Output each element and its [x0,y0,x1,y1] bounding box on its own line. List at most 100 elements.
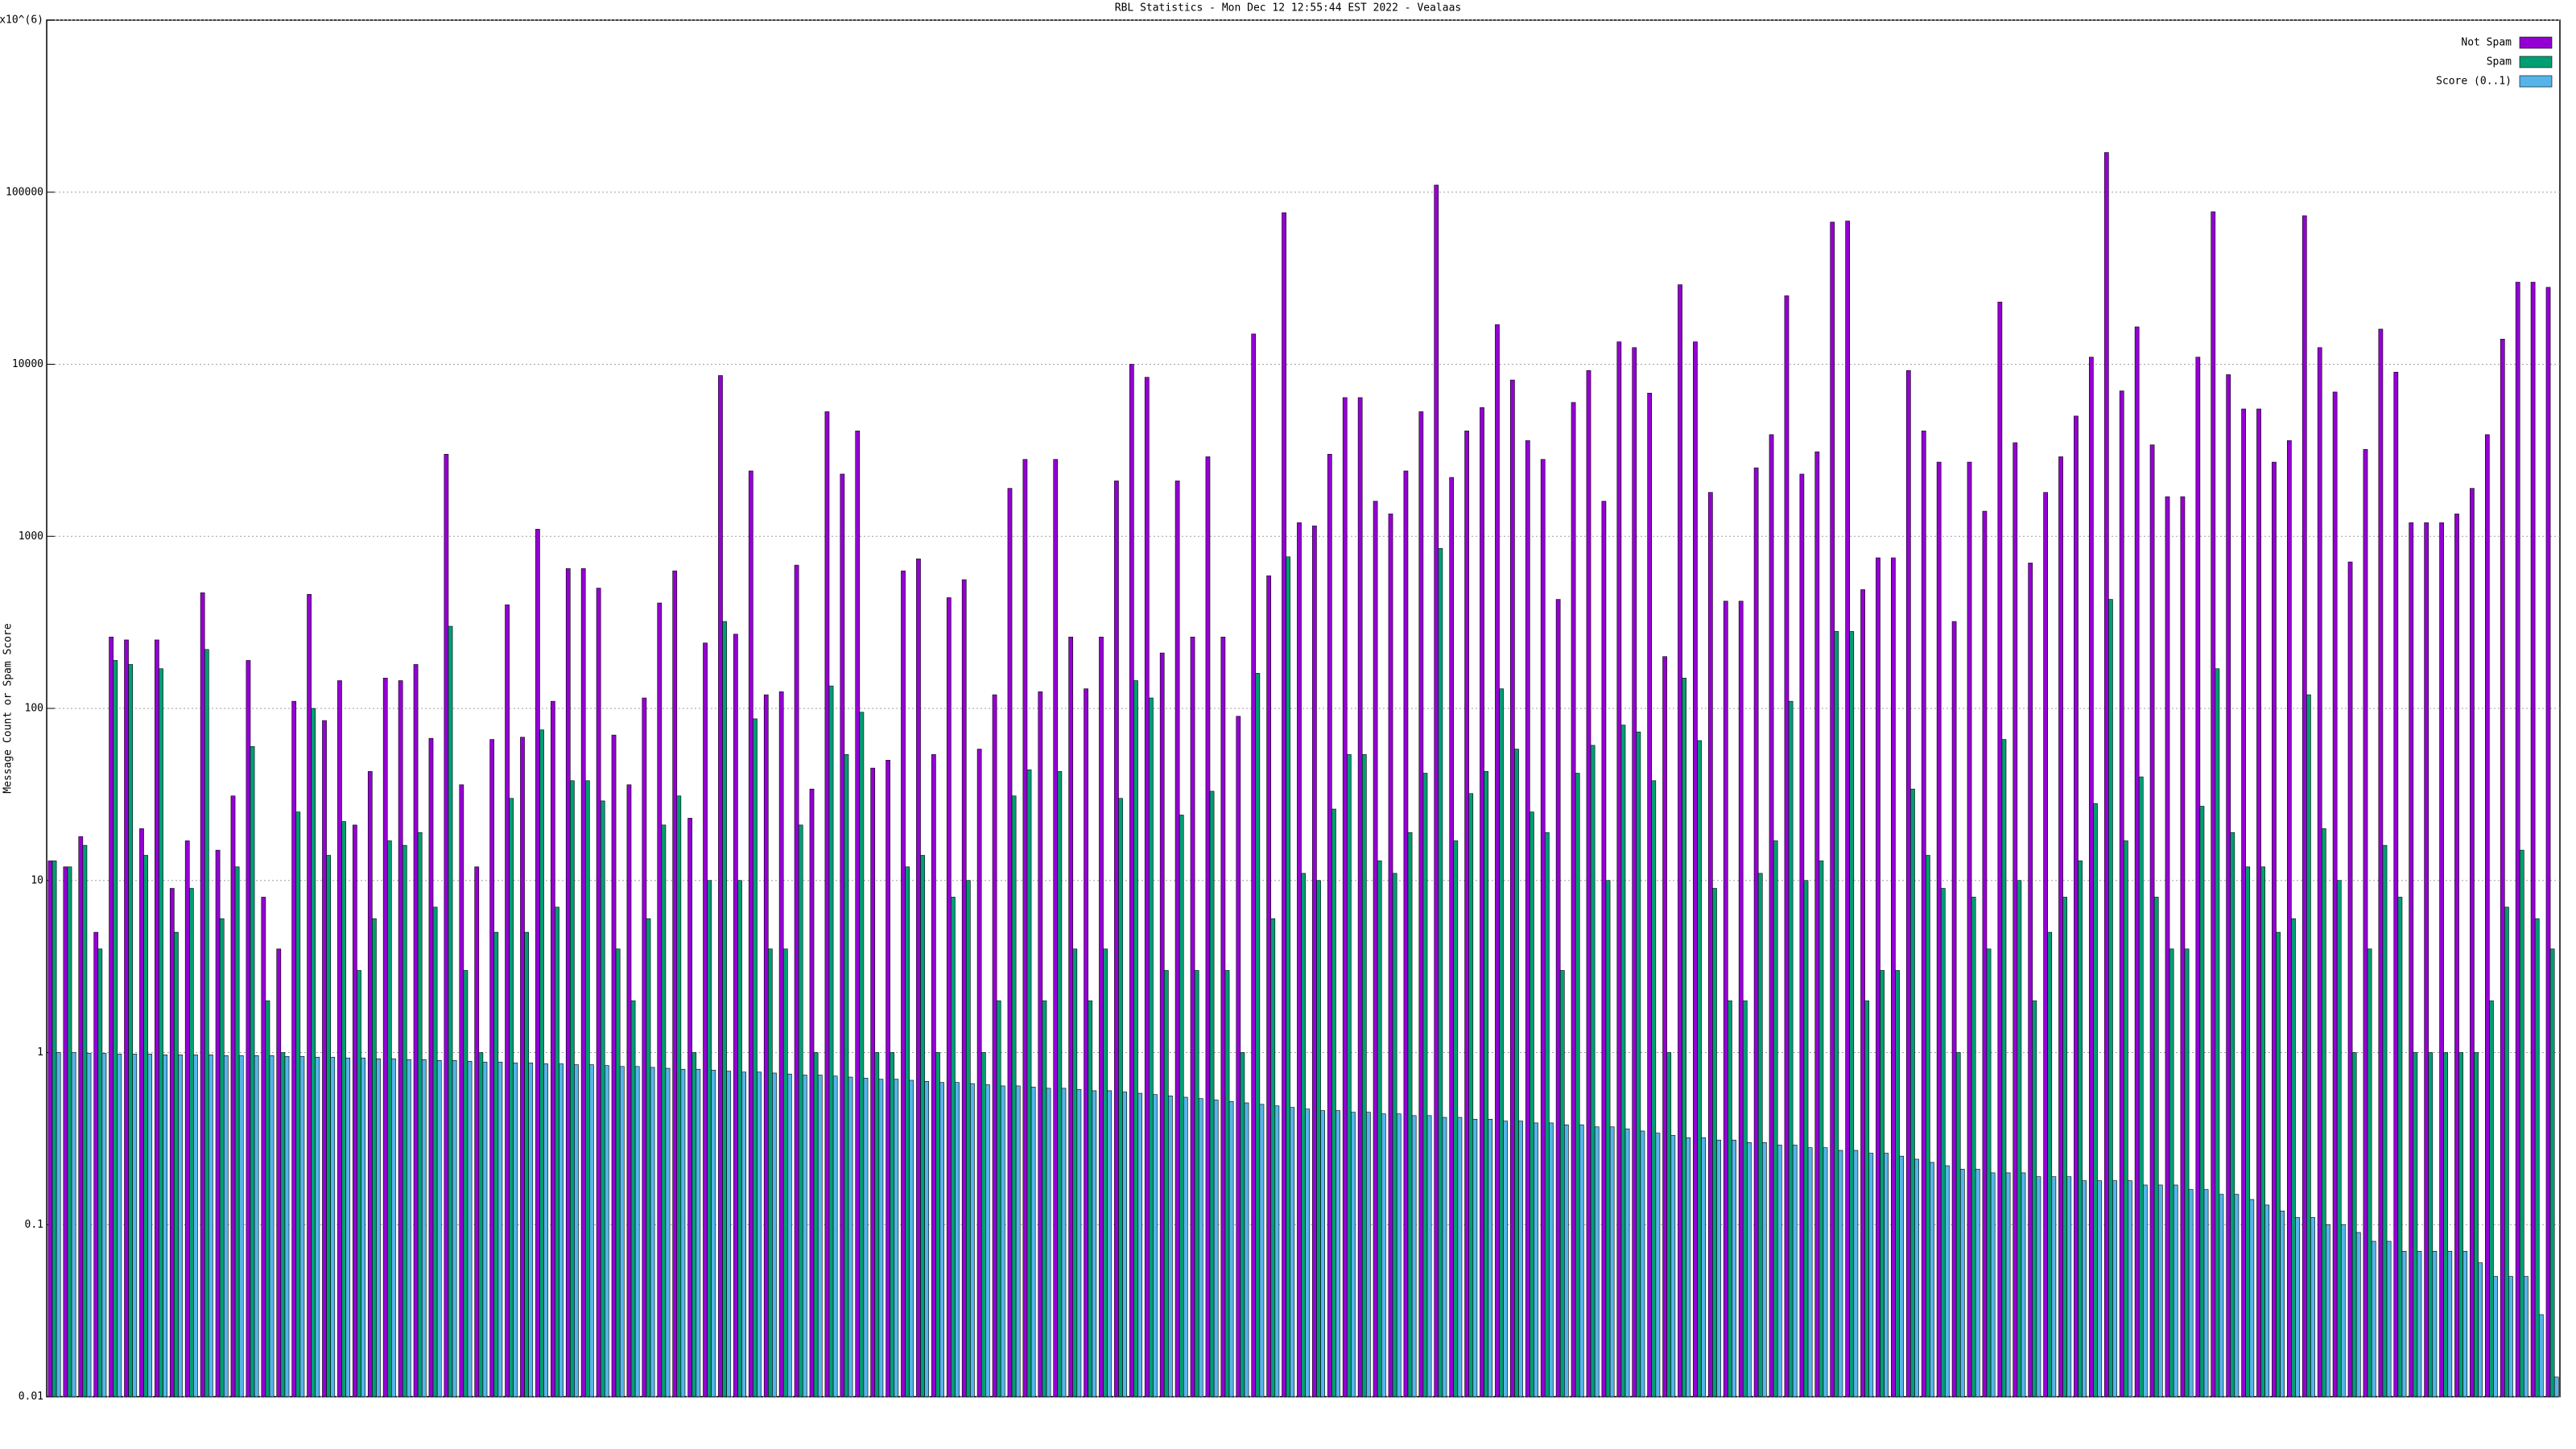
bar [828,685,834,1397]
bar [1864,1000,1870,1397]
bar [589,1064,594,1397]
bar [2032,1000,2037,1397]
bar [124,639,129,1397]
legend-swatch [2519,36,2553,49]
bar [2393,371,2399,1397]
bar [132,1054,138,1397]
bar [2504,906,2509,1397]
bar [1590,745,1596,1397]
bar [1159,652,1165,1397]
bar [1564,1125,1569,1397]
bar [2089,357,2094,1397]
bar [1442,1117,1447,1397]
bar [672,570,678,1397]
bar [1266,575,1271,1397]
bar [996,1000,1001,1397]
bar [1480,407,1484,1397]
bar [2184,948,2190,1397]
bar [421,1059,427,1397]
bar [1118,798,1123,1397]
bar [703,642,708,1397]
bar [2332,391,2338,1397]
bar [382,678,388,1397]
bar [539,729,544,1397]
bar [2409,522,2414,1397]
bar [2241,408,2246,1397]
bar [778,691,784,1397]
bar [946,597,952,1397]
bar [2553,1377,2559,1397]
bar [1030,1087,1036,1397]
bar [1072,948,1078,1397]
bar [2264,1204,2270,1397]
bar [315,1056,320,1397]
bar [1701,1137,1707,1397]
bar [505,605,510,1397]
bar [1823,1147,1828,1397]
bar [2439,522,2444,1397]
bar [1876,557,1880,1397]
bar [1834,631,1839,1397]
bar [543,1063,548,1397]
bar [2203,1189,2209,1397]
bar [295,811,301,1397]
bar [1046,1088,1051,1397]
bar [1575,773,1580,1397]
bar [657,602,663,1397]
bar [1747,1141,1752,1397]
bar [1495,324,1500,1397]
bar [2219,1194,2224,1397]
bar [1133,680,1138,1397]
bar [1061,1088,1067,1397]
bar [1361,753,1367,1397]
bar [2199,806,2205,1397]
bar [2371,1241,2376,1397]
bar [2347,561,2353,1397]
bar [1716,1139,1721,1397]
bar [1198,1098,1203,1397]
bar [1959,1169,1965,1397]
bar [1168,1096,1173,1397]
bar [1686,1137,1691,1397]
bar [1773,840,1778,1397]
bar [2180,496,2186,1397]
bar [219,918,225,1397]
bar [2321,828,2326,1397]
bar [794,564,799,1397]
bar [1799,473,1805,1397]
bar [1092,1090,1097,1397]
bar [2508,1276,2513,1397]
bar [1472,1118,1478,1397]
bar [1921,430,1926,1397]
bar [901,570,906,1397]
bar [2428,1052,2434,1397]
bar [493,931,499,1397]
bar [93,931,99,1397]
bar [184,840,190,1397]
bar [1982,510,1988,1397]
bar [565,568,571,1397]
bar [280,1052,286,1397]
bar [1803,880,1809,1397]
bar [1290,1107,1295,1397]
bar [1534,1122,1538,1397]
bar [2306,694,2311,1397]
bar [1205,456,1211,1397]
bar [1788,700,1794,1397]
bar [2326,1224,2330,1397]
bar [570,780,575,1397]
bar [630,1000,636,1397]
bar [159,668,163,1397]
bar [178,1055,183,1397]
bar [234,866,240,1397]
bar [855,430,861,1397]
bar [2478,1262,2483,1397]
bar [1255,673,1261,1397]
bar [848,1076,853,1397]
bar [2454,514,2459,1397]
bar [1518,1121,1523,1397]
bar [824,411,830,1397]
bar [2169,948,2174,1397]
bar [97,948,103,1397]
bar [1312,525,1317,1397]
